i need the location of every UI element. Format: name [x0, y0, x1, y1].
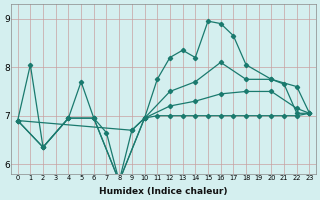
X-axis label: Humidex (Indice chaleur): Humidex (Indice chaleur): [99, 187, 228, 196]
